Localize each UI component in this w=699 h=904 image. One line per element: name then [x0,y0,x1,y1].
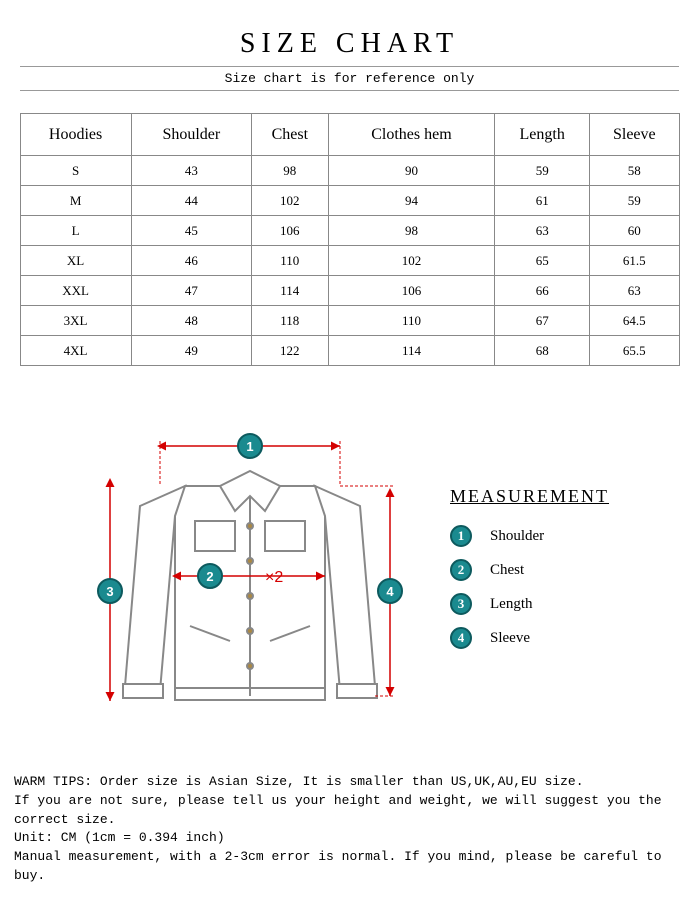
col-header: Length [495,114,590,156]
measurement-badge-icon: 4 [450,627,472,649]
table-cell: 102 [328,246,495,276]
table-cell: 67 [495,306,590,336]
measurement-title: MEASUREMENT [450,486,609,507]
header: SIZE CHART Size chart is for reference o… [0,0,699,91]
table-cell: XL [20,246,131,276]
col-header: Sleeve [590,114,679,156]
table-cell: 59 [590,186,679,216]
tips-line: Manual measurement, with a 2-3cm error i… [14,848,685,886]
svg-text:4: 4 [386,584,394,599]
table-cell: 106 [328,276,495,306]
col-header: Hoodies [20,114,131,156]
svg-text:3: 3 [106,584,113,599]
table-cell: 63 [590,276,679,306]
col-header: Shoulder [131,114,251,156]
table-cell: XXL [20,276,131,306]
table-cell: 60 [590,216,679,246]
warm-tips: WARM TIPS: Order size is Asian Size, It … [14,773,685,886]
table-row: 4XL491221146865.5 [20,336,679,366]
measurement-item: 3 Length [450,593,609,615]
svg-text:2: 2 [206,569,213,584]
table-cell: 66 [495,276,590,306]
table-row: 3XL481181106764.5 [20,306,679,336]
measurement-legend: MEASUREMENT 1 Shoulder 2 Chest 3 Length 4 Sleev… [450,486,609,661]
table-cell: 3XL [20,306,131,336]
measurement-label: Length [490,596,533,613]
table-cell: 110 [251,246,328,276]
table-cell: 110 [328,306,495,336]
table-cell: 114 [251,276,328,306]
table-cell: 65 [495,246,590,276]
table-cell: 43 [131,156,251,186]
col-header: Clothes hem [328,114,495,156]
table-cell: 46 [131,246,251,276]
table-cell: 68 [495,336,590,366]
tips-line: WARM TIPS: Order size is Asian Size, It … [14,773,685,792]
table-cell: 44 [131,186,251,216]
table-cell: 90 [328,156,495,186]
table-row: XL461101026561.5 [20,246,679,276]
measurement-item: 4 Sleeve [450,627,609,649]
table-cell: 118 [251,306,328,336]
tips-line: If you are not sure, please tell us your… [14,792,685,830]
table-cell: 98 [251,156,328,186]
svg-text:×2: ×2 [265,569,283,586]
table-cell: S [20,156,131,186]
table-cell: 49 [131,336,251,366]
table-cell: 63 [495,216,590,246]
measurement-label: Chest [490,562,524,579]
measurement-item: 1 Shoulder [450,525,609,547]
measurement-diagram: 1 2 ×2 3 4 MEASUREMENT 1 Shoulder 2 Chest 3 L… [0,396,699,746]
table-header-row: Hoodies Shoulder Chest Clothes hem Lengt… [20,114,679,156]
table-cell: 59 [495,156,590,186]
table-cell: 45 [131,216,251,246]
table-cell: 61.5 [590,246,679,276]
page-subtitle: Size chart is for reference only [20,66,679,91]
table-row: M44102946159 [20,186,679,216]
page-title: SIZE CHART [0,28,699,60]
col-header: Chest [251,114,328,156]
measurement-badge-icon: 2 [450,559,472,581]
measurement-item: 2 Chest [450,559,609,581]
table-cell: 58 [590,156,679,186]
table-cell: 106 [251,216,328,246]
table-cell: M [20,186,131,216]
table-cell: 61 [495,186,590,216]
table-cell: 4XL [20,336,131,366]
table-cell: 98 [328,216,495,246]
svg-text:1: 1 [246,439,253,454]
size-chart-table: Hoodies Shoulder Chest Clothes hem Lengt… [20,113,680,366]
measurement-label: Sleeve [490,630,530,647]
measurement-label: Shoulder [490,528,544,545]
table-row: XXL471141066663 [20,276,679,306]
table-cell: 64.5 [590,306,679,336]
table-cell: 47 [131,276,251,306]
table-cell: 48 [131,306,251,336]
table-cell: 94 [328,186,495,216]
table-cell: L [20,216,131,246]
table-row: L45106986360 [20,216,679,246]
table-row: S4398905958 [20,156,679,186]
table-cell: 122 [251,336,328,366]
table-cell: 114 [328,336,495,366]
jacket-illustration: 1 2 ×2 3 4 [90,416,410,736]
measurement-badge-icon: 3 [450,593,472,615]
measurement-badge-icon: 1 [450,525,472,547]
table-cell: 102 [251,186,328,216]
tips-line: Unit: CM (1cm = 0.394 inch) [14,829,685,848]
table-cell: 65.5 [590,336,679,366]
